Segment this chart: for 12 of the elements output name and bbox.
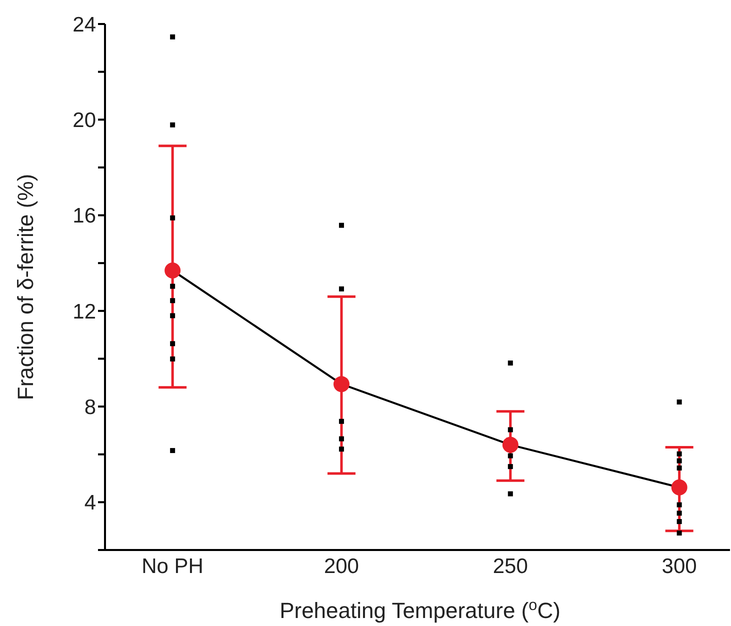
y-tick-label: 8 [84,396,96,419]
y-tick-label: 16 [72,204,96,228]
y-tick-label: 4 [84,492,96,515]
x-tick-label: 200 [324,554,360,578]
y-tick-label: 12 [72,300,96,324]
x-tick-label: No PH [142,554,204,578]
x-axis-title: Preheating Temperature ($^{o}$C) [280,596,560,623]
y-axis-title: Fraction of δ-ferrite (%) [13,174,38,400]
x-tick-label: 300 [662,554,697,578]
x-tick-label: 250 [492,554,528,578]
y-tick-label: 20 [72,109,96,132]
y-tick-label: 24 [72,13,96,36]
